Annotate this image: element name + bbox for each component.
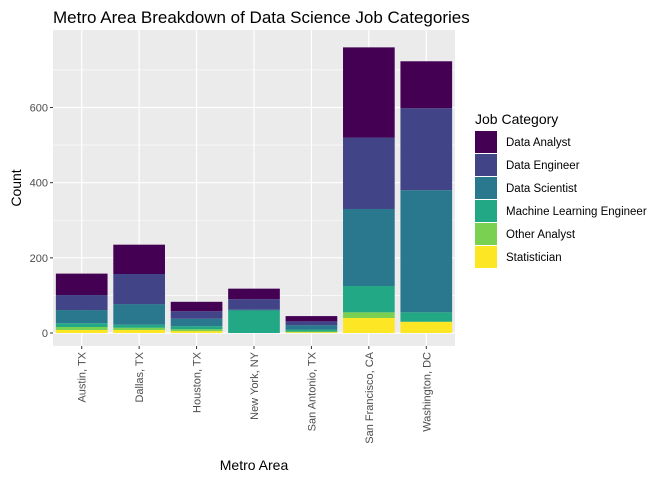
legend: Job Category Data Analyst Data Engineer Da… <box>475 111 647 268</box>
bar-segment <box>400 190 453 313</box>
bar-segment <box>170 301 223 312</box>
legend-label: Data Scientist <box>506 183 578 195</box>
y-axis-title: Count <box>8 169 24 206</box>
y-tick-label: 200 <box>30 253 48 265</box>
x-tick-label: Dallas, TX <box>134 351 146 402</box>
legend-key <box>475 246 497 268</box>
legend-key <box>475 200 497 222</box>
bar-segment <box>113 327 165 330</box>
y-tick-label: 0 <box>42 328 48 340</box>
bar-segment <box>113 324 165 328</box>
bar-segment <box>170 311 223 319</box>
legend-title: Job Category <box>475 111 558 127</box>
legend-label: Data Engineer <box>506 160 580 172</box>
bar-segment <box>113 329 165 333</box>
bar-segment <box>228 299 280 310</box>
bar-segment <box>170 326 223 330</box>
y-axis: 0 200 400 600 <box>30 103 53 340</box>
y-tick-label: 400 <box>30 178 48 190</box>
bar-segment <box>113 273 165 305</box>
bar-segment <box>228 309 280 311</box>
bar-segment <box>343 137 395 209</box>
legend-key <box>475 154 497 176</box>
bar-segment <box>343 312 395 318</box>
bar-segment <box>285 316 338 322</box>
bar-segment <box>400 108 453 191</box>
bar-segment <box>170 318 223 327</box>
bar-segment <box>285 331 338 333</box>
legend-label: Statistician <box>506 252 562 264</box>
x-tick-label: San Antonio, TX <box>306 351 318 431</box>
bar-segment <box>55 326 108 330</box>
chart-title: Metro Area Breakdown of Data Science Job… <box>53 8 470 27</box>
bar-segment <box>343 317 395 333</box>
bars <box>55 47 453 333</box>
bar-segment <box>170 329 223 332</box>
bar-segment <box>285 332 338 333</box>
bar-segment <box>55 329 108 333</box>
legend-key <box>475 177 497 199</box>
x-tick-label: Austin, TX <box>77 351 89 402</box>
legend-label: Other Analyst <box>506 229 576 241</box>
bar-segment <box>343 208 395 287</box>
bar-segment <box>228 288 280 300</box>
bar-segment <box>55 323 108 327</box>
bar-segment <box>285 329 338 332</box>
bar-segment <box>400 321 453 333</box>
bar-segment <box>285 325 338 330</box>
x-axis-title: Metro Area <box>220 457 289 473</box>
legend-key <box>475 223 497 245</box>
legend-key <box>475 131 497 153</box>
x-axis: Austin, TX Dallas, TX Houston, TX New York,… <box>77 346 433 444</box>
bar-segment <box>170 331 223 333</box>
bar-segment <box>55 273 108 296</box>
bar-segment <box>228 310 280 333</box>
bar-segment <box>400 61 453 109</box>
bar-segment <box>343 47 395 138</box>
bar-segment <box>285 321 338 326</box>
x-tick-label: New York, NY <box>249 351 261 420</box>
x-tick-label: Houston, TX <box>192 351 204 413</box>
y-tick-label: 600 <box>30 103 48 115</box>
legend-label: Machine Learning Engineer <box>506 206 647 218</box>
bar-segment <box>113 244 165 274</box>
bar-segment <box>55 295 108 311</box>
x-tick-label: San Francisco, CA <box>364 351 376 443</box>
bar-segment <box>343 286 395 313</box>
bar-segment <box>400 312 453 322</box>
bar-segment <box>55 310 108 324</box>
legend-label: Data Analyst <box>506 137 571 149</box>
bar-segment <box>113 304 165 325</box>
x-tick-label: Washington, DC <box>421 352 433 432</box>
